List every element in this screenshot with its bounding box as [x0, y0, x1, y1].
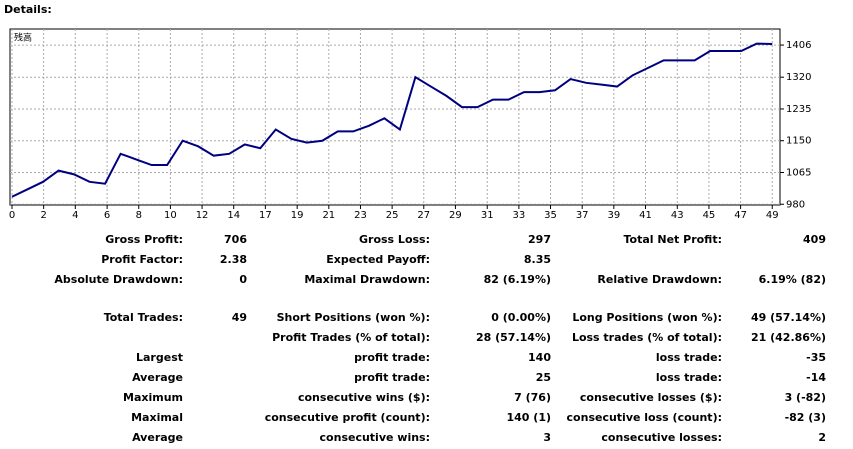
label: Largest — [136, 351, 183, 364]
label: profit trade: — [354, 371, 430, 384]
x-tick-label: 19 — [291, 210, 304, 221]
label: consecutive losses ($): — [580, 391, 722, 404]
y-tick-label: 1065 — [786, 167, 811, 178]
balance-line — [11, 42, 773, 198]
value: 140 (1) — [507, 411, 552, 424]
value: 25 — [536, 371, 551, 384]
label: Total Trades: — [104, 311, 183, 324]
label: Average — [132, 371, 183, 384]
x-tick-label: 2 — [40, 210, 46, 221]
y-tick-label: 980 — [786, 199, 805, 210]
plot-frame — [9, 28, 781, 206]
value: 7 (76) — [514, 391, 551, 404]
x-tick-label: 4 — [72, 210, 78, 221]
label: Profit Trades (% of total): — [272, 331, 430, 344]
value: 297 — [528, 233, 551, 246]
value: 2 — [818, 431, 826, 444]
y-tick-label: 1235 — [786, 104, 811, 115]
label: Maximal — [131, 411, 183, 424]
value: 82 (6.19%) — [484, 273, 551, 286]
value: 3 (-82) — [785, 391, 826, 404]
x-tick-label: 45 — [703, 210, 716, 221]
label: consecutive profit (count): — [265, 411, 430, 424]
value: 409 — [803, 233, 826, 246]
value: 28 (57.14%) — [476, 331, 551, 344]
x-tick-label: 35 — [544, 210, 557, 221]
value: 3 — [543, 431, 551, 444]
label: Short Positions (won %): — [277, 311, 430, 324]
label: profit trade: — [354, 351, 430, 364]
x-tick-label: 31 — [481, 210, 494, 221]
x-tick-label: 8 — [136, 210, 142, 221]
label: Maximal Drawdown: — [304, 273, 430, 286]
x-tick-label: 10 — [164, 210, 177, 221]
x-tick-label: 37 — [576, 210, 589, 221]
x-tick-label: 47 — [734, 210, 747, 221]
x-tick-label: 29 — [449, 210, 462, 221]
y-tick-label: 1320 — [786, 72, 811, 83]
x-tick-label: 25 — [386, 210, 399, 221]
x-tick-label: 39 — [607, 210, 620, 221]
value: 2.38 — [220, 253, 247, 266]
label: Expected Payoff: — [326, 253, 430, 266]
value: -35 — [806, 351, 826, 364]
value: 140 — [528, 351, 551, 364]
label: consecutive loss (count): — [567, 411, 722, 424]
label: loss trade: — [656, 371, 722, 384]
x-tick-label: 12 — [196, 210, 209, 221]
title: Details: — [4, 3, 52, 16]
x-tick-label: 6 — [104, 210, 110, 221]
chart-label: 残高 — [14, 32, 32, 44]
value: 49 — [232, 311, 247, 324]
value: 49 (57.14%) — [751, 311, 826, 324]
label: Profit Factor: — [101, 253, 183, 266]
label: Total Net Profit: — [624, 233, 723, 246]
x-tick-label: 14 — [227, 210, 240, 221]
value: 0 (0.00%) — [491, 311, 551, 324]
x-tick-label: 49 — [766, 210, 779, 221]
label: Loss trades (% of total): — [572, 331, 722, 344]
label: Gross Loss: — [359, 233, 430, 246]
x-tick-label: 27 — [417, 210, 430, 221]
x-tick-label: 33 — [513, 210, 526, 221]
label: Absolute Drawdown: — [54, 273, 183, 286]
value: -82 (3) — [785, 411, 826, 424]
x-tick-label: 43 — [671, 210, 684, 221]
label: Maximum — [123, 391, 183, 404]
x-tick-label: 17 — [259, 210, 272, 221]
value: 8.35 — [524, 253, 551, 266]
value: -14 — [806, 371, 826, 384]
x-tick-label: 23 — [354, 210, 367, 221]
y-tick-label: 1150 — [786, 136, 811, 147]
value: 21 (42.86%) — [751, 331, 826, 344]
label: Gross Profit: — [105, 233, 183, 246]
x-tick-label: 41 — [639, 210, 652, 221]
value: 706 — [224, 233, 247, 246]
label: loss trade: — [656, 351, 722, 364]
x-tick-label: 21 — [322, 210, 335, 221]
y-tick-label: 1406 — [786, 40, 811, 51]
label: Relative Drawdown: — [597, 273, 722, 286]
label: Long Positions (won %): — [572, 311, 722, 324]
value: 0 — [239, 273, 247, 286]
value: 6.19% (82) — [759, 273, 826, 286]
label: consecutive losses: — [601, 431, 722, 444]
x-tick-label: 0 — [9, 210, 15, 221]
label: Average — [132, 431, 183, 444]
label: consecutive wins: — [320, 431, 430, 444]
label: consecutive wins ($): — [298, 391, 430, 404]
